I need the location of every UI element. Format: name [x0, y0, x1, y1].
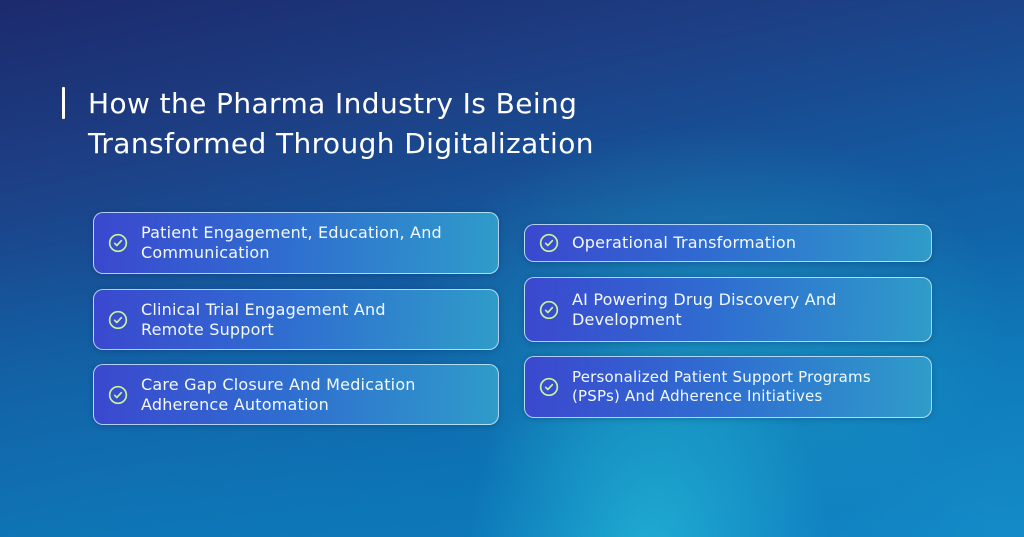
page-title: How the Pharma Industry Is Being Transfor…	[88, 84, 594, 164]
feature-card-personalized-support: Personalized Patient Support Programs (P…	[524, 356, 932, 418]
check-circle-icon	[108, 310, 128, 330]
feature-card-label: Clinical Trial Engagement And Remote Sup…	[141, 299, 386, 339]
title-accent-bar	[62, 87, 65, 119]
check-circle-icon	[108, 233, 128, 253]
feature-card-label: Personalized Patient Support Programs (P…	[572, 368, 871, 405]
page-title-line2: Transformed Through Digitalization	[88, 127, 594, 160]
feature-card-label: Operational Transformation	[572, 233, 797, 252]
feature-card-patient-engagement: Patient Engagement, Education, And Commu…	[93, 212, 499, 274]
page-title-line1: How the Pharma Industry Is Being	[88, 87, 578, 120]
feature-card-care-gap: Care Gap Closure And Medication Adherenc…	[93, 364, 499, 425]
feature-card-operational-transformation: Operational Transformation	[524, 224, 932, 262]
check-circle-icon	[108, 385, 128, 405]
check-circle-icon	[539, 233, 559, 253]
check-circle-icon	[539, 300, 559, 320]
feature-card-label: Care Gap Closure And Medication Adherenc…	[141, 374, 416, 414]
feature-card-label: Patient Engagement, Education, And Commu…	[141, 223, 442, 262]
feature-card-ai-drug-discovery: AI Powering Drug Discovery And Developme…	[524, 277, 932, 342]
check-circle-icon	[539, 377, 559, 397]
feature-card-label: AI Powering Drug Discovery And Developme…	[572, 289, 837, 329]
feature-card-clinical-trial: Clinical Trial Engagement And Remote Sup…	[93, 289, 499, 350]
